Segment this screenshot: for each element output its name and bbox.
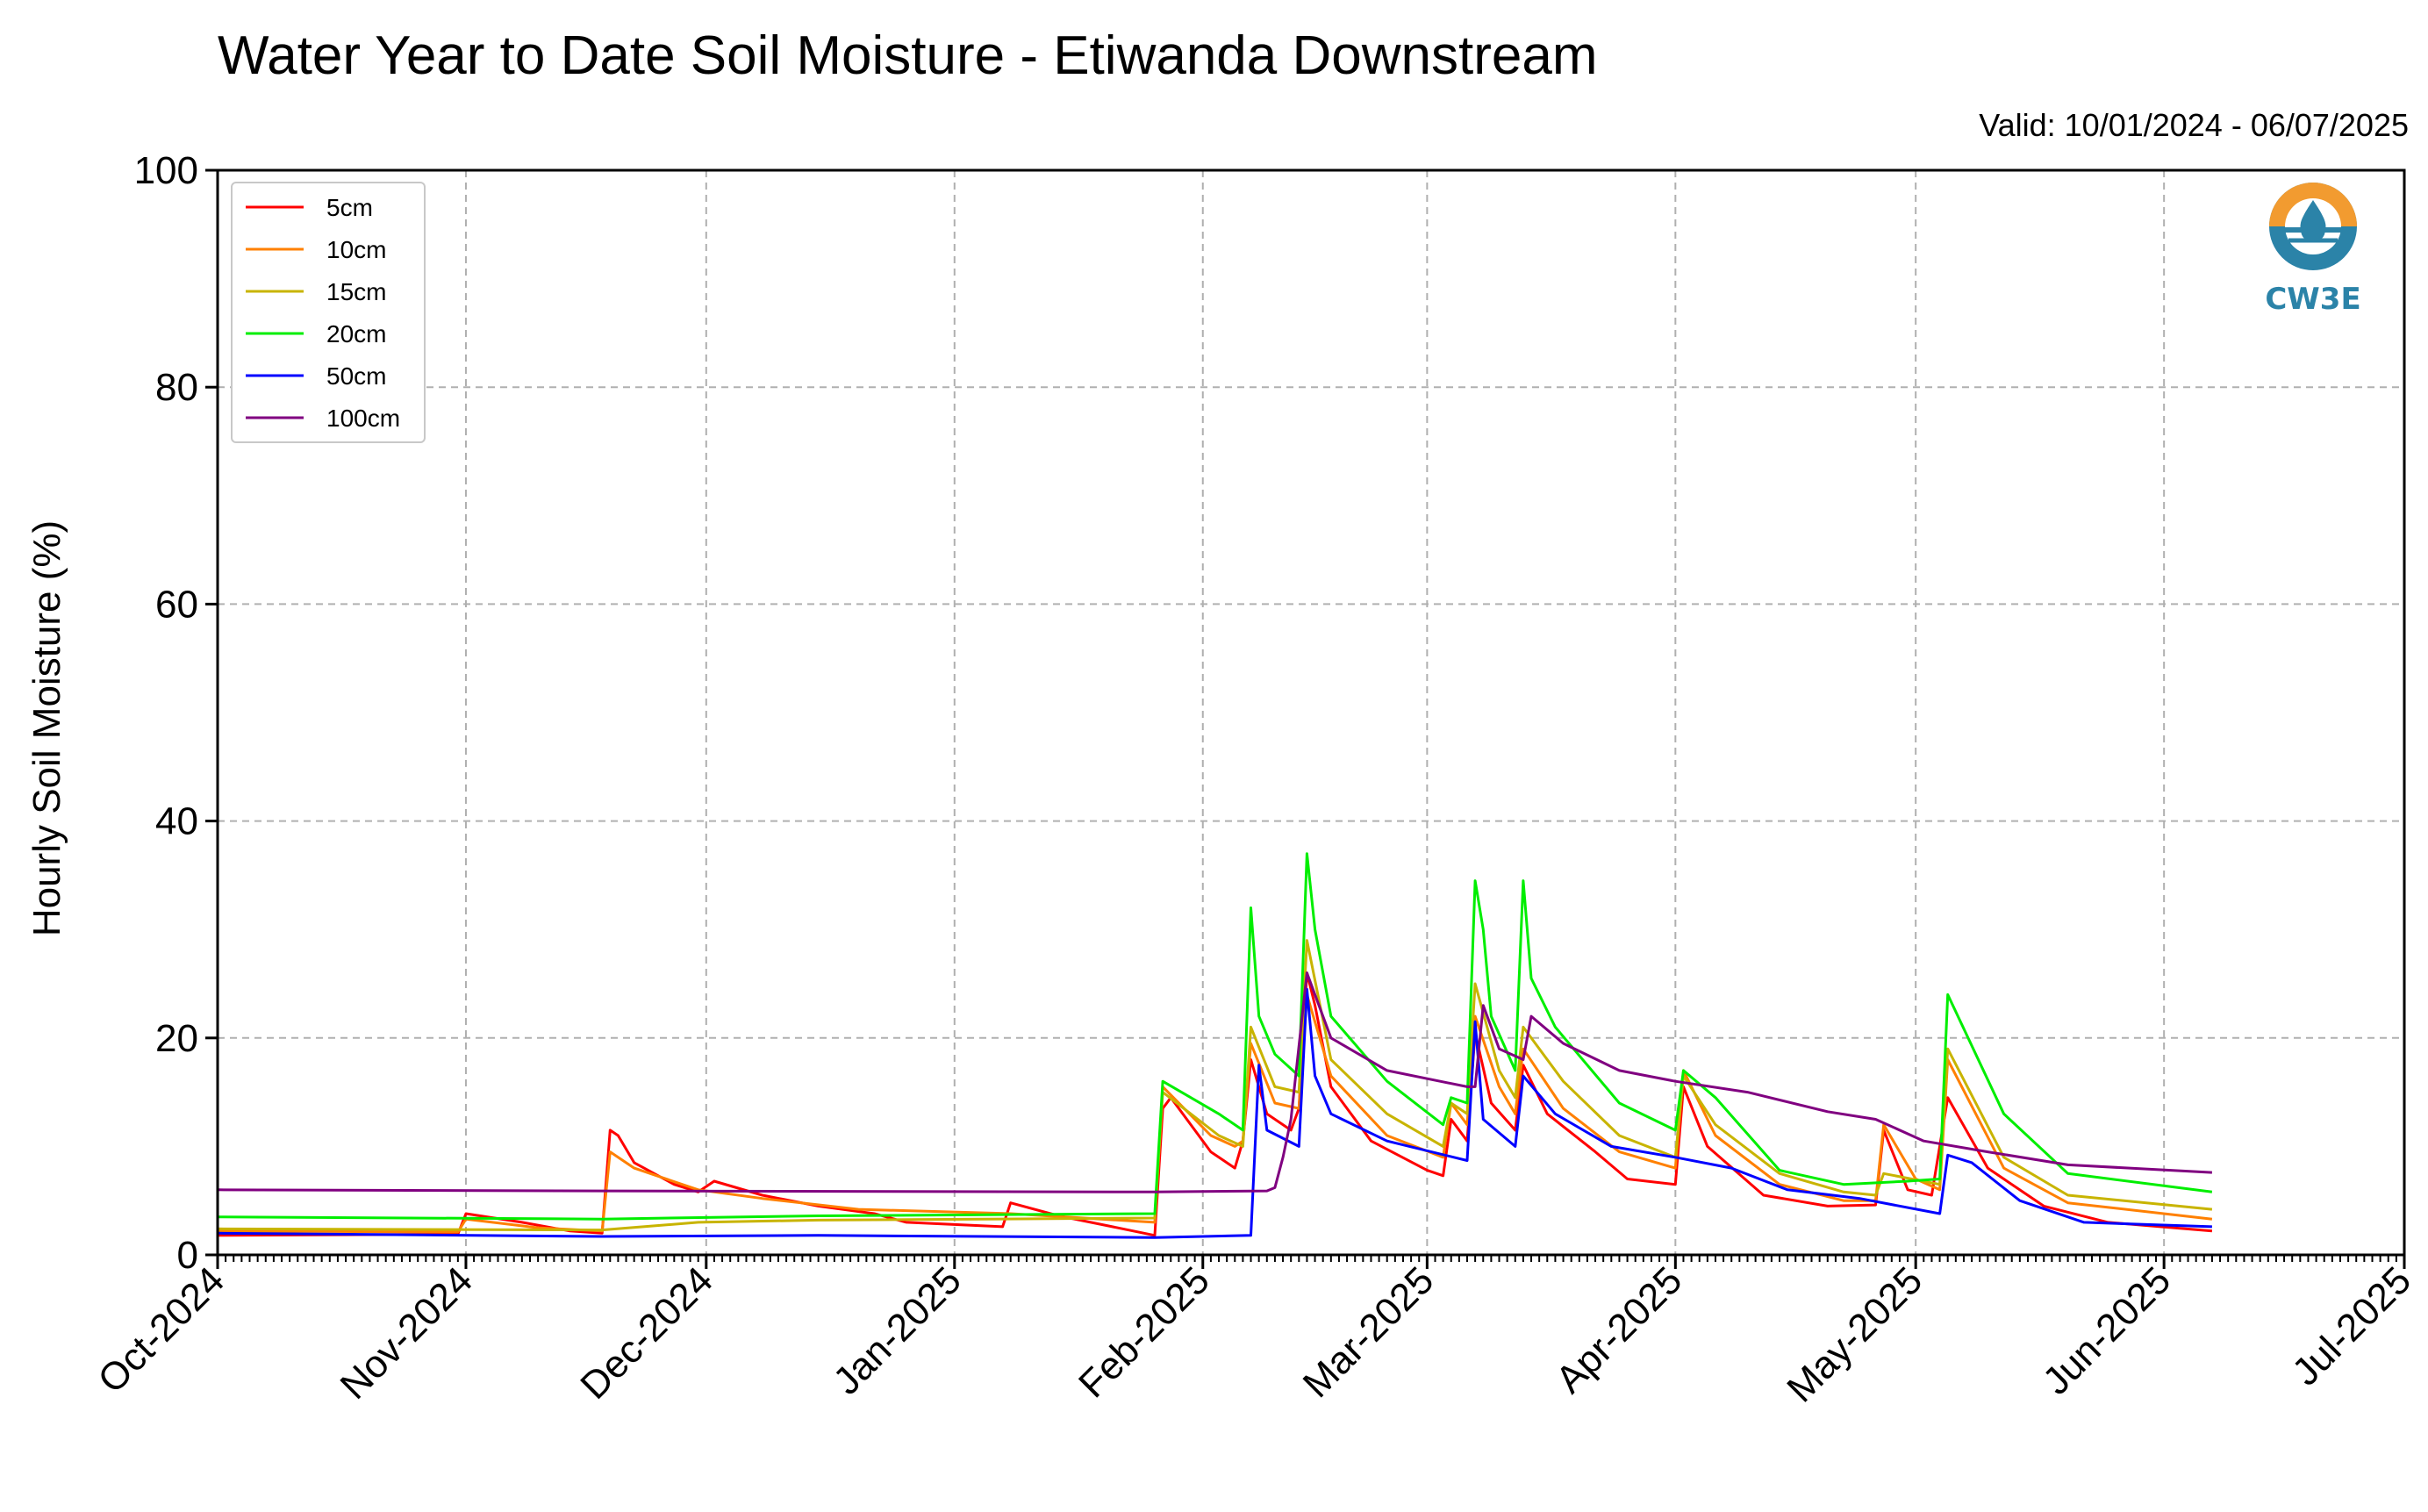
series-line-5cm bbox=[217, 971, 2213, 1237]
axis-ticks: 0 20 40 60 80 100 Oct-2024 Nov-2024 Dec-2024 Jan-… bbox=[90, 149, 2419, 1410]
legend-label-5cm: 5cm bbox=[326, 194, 373, 221]
x-tick-label: Apr-2025 bbox=[1548, 1258, 1691, 1401]
y-axis-label: Hourly Soil Moisture (%) bbox=[25, 520, 68, 936]
legend-label-50cm: 50cm bbox=[326, 362, 386, 390]
x-tick-label: Jul-2025 bbox=[2284, 1258, 2419, 1394]
x-tick-label: Mar-2025 bbox=[1295, 1258, 1443, 1406]
logo-drop-icon bbox=[2300, 200, 2326, 242]
cw3e-logo: CW3E bbox=[2265, 183, 2361, 317]
series-line-15cm bbox=[217, 939, 2213, 1232]
x-tick-label: Nov-2024 bbox=[332, 1258, 481, 1408]
x-tick-label: Jun-2025 bbox=[2035, 1258, 2179, 1402]
y-tick-label: 80 bbox=[155, 366, 198, 409]
series-line-20cm bbox=[217, 852, 2213, 1221]
y-tick-label: 20 bbox=[155, 1017, 198, 1060]
legend-label-100cm: 100cm bbox=[326, 405, 400, 432]
series-lines bbox=[217, 852, 2213, 1239]
chart-title: Water Year to Date Soil Moisture - Etiwa… bbox=[218, 25, 1598, 86]
x-tick-label: Feb-2025 bbox=[1071, 1258, 1218, 1406]
series-line-100cm bbox=[217, 971, 2212, 1193]
series-line-10cm bbox=[217, 992, 2213, 1234]
grid-lines bbox=[218, 170, 2404, 1255]
legend-box bbox=[231, 182, 426, 443]
series-line-50cm bbox=[217, 987, 2212, 1239]
y-tick-label: 60 bbox=[155, 583, 198, 626]
legend: 5cm 10cm 15cm 20cm 50cm 100cm bbox=[231, 182, 426, 443]
legend-label-10cm: 10cm bbox=[326, 236, 386, 263]
y-tick-label: 0 bbox=[177, 1234, 198, 1277]
plot-frame bbox=[216, 168, 2406, 1257]
x-tick-label: Jan-2025 bbox=[825, 1258, 969, 1402]
y-tick-label: 40 bbox=[155, 800, 198, 843]
x-tick-label: May-2025 bbox=[1779, 1258, 1930, 1410]
y-tick-label: 100 bbox=[134, 149, 198, 192]
x-tick-label: Oct-2024 bbox=[90, 1258, 233, 1401]
x-tick-label: Dec-2024 bbox=[572, 1258, 721, 1408]
logo-text: CW3E bbox=[2265, 282, 2360, 317]
legend-label-20cm: 20cm bbox=[326, 320, 386, 348]
chart-subtitle: Valid: 10/01/2024 - 06/07/2025 bbox=[1979, 107, 2409, 143]
legend-label-15cm: 15cm bbox=[326, 278, 386, 305]
